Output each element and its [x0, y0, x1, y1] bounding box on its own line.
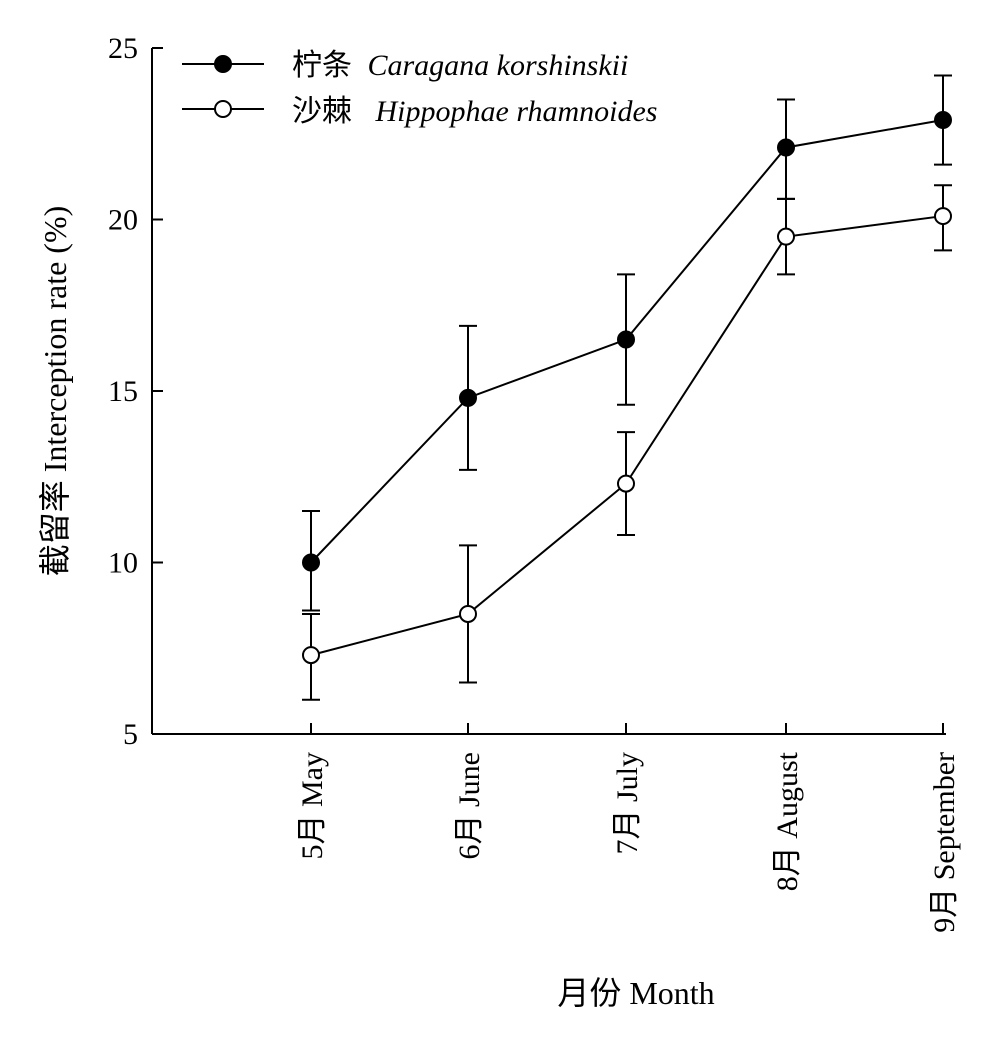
axes — [151, 48, 946, 735]
data-point — [617, 330, 635, 349]
legend-item-caragana: 柠条 Caragana korshinskii — [182, 49, 628, 82]
legend-label-hippophae-latin: Hippophae rhamnoides — [375, 95, 658, 128]
legend-label-caragana-cn: 柠条 — [292, 49, 352, 82]
y-tick-label: 5 — [123, 718, 138, 751]
data-point — [777, 138, 795, 157]
legend: 柠条 Caragana korshinskii 沙棘 Hippophae rha… — [182, 49, 657, 128]
data-point — [302, 646, 320, 665]
data-point — [459, 604, 477, 623]
legend-label-hippophae-cn: 沙棘 — [292, 95, 352, 128]
legend-marker-open — [214, 100, 232, 118]
y-tick-label: 10 — [108, 547, 138, 580]
y-tick-label: 25 — [108, 32, 138, 65]
legend-label-caragana: 柠条 Caragana korshinskii — [292, 49, 628, 82]
legend-item-hippophae: 沙棘 Hippophae rhamnoides — [182, 95, 657, 128]
y-axis-title: 截留率 Interception rate (%) — [37, 206, 73, 577]
legend-label-hippophae: 沙棘 Hippophae rhamnoides — [292, 95, 657, 128]
x-tick-label: 7月 July — [611, 752, 644, 855]
data-point — [459, 388, 477, 407]
x-axis-title: 月份 Month — [557, 975, 714, 1011]
data-point — [302, 553, 320, 572]
legend-label-caragana-latin: Caragana korshinskii — [368, 49, 629, 82]
series-hippophae — [302, 184, 952, 701]
y-tick-label: 15 — [108, 375, 138, 408]
x-tick-label: 5月 May — [296, 752, 329, 860]
data-point — [934, 111, 952, 130]
legend-marker-filled — [214, 55, 232, 73]
y-ticks: 5 10 15 20 25 — [108, 32, 163, 751]
x-tick-label: 6月 June — [453, 752, 486, 860]
y-tick-label: 20 — [108, 204, 138, 237]
data-point — [617, 474, 635, 493]
series-caragana — [302, 74, 952, 612]
x-ticks: 5月 May 6月 June 7月 July 8月 August 9月 Septembe… — [296, 723, 961, 933]
series-layer — [302, 74, 952, 701]
data-point — [777, 227, 795, 246]
x-tick-label: 9月 September — [928, 752, 961, 933]
data-point — [934, 207, 952, 226]
x-tick-label: 8月 August — [771, 751, 804, 891]
